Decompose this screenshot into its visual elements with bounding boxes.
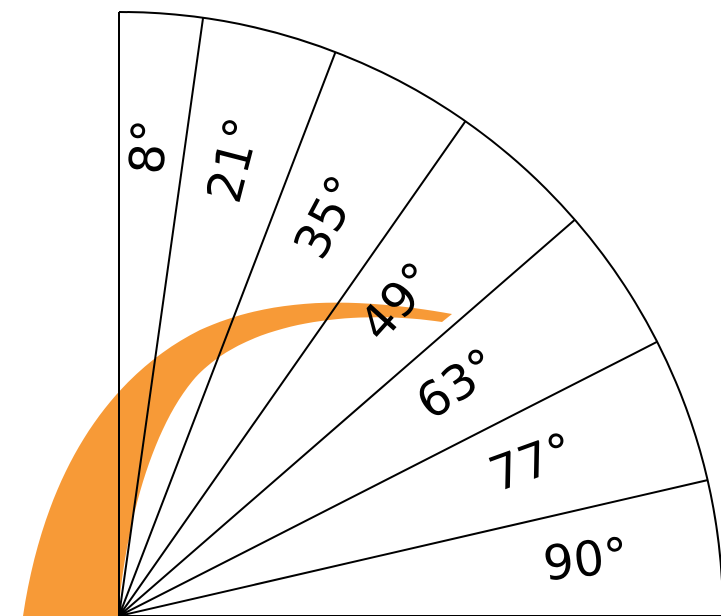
angle-ray-49 xyxy=(118,218,576,616)
angle-label-8: 8° xyxy=(119,118,179,176)
angle-label-21: 21° xyxy=(196,112,272,208)
angle-ray-77 xyxy=(118,479,708,616)
orange-arc-band xyxy=(23,302,452,616)
angle-ray-21 xyxy=(118,51,337,616)
angle-label-77: 77° xyxy=(482,422,581,504)
angle-ray-35 xyxy=(118,120,467,616)
angle-label-35: 35° xyxy=(283,167,372,268)
angle-label-63: 63° xyxy=(406,337,508,431)
angle-ray-63 xyxy=(118,340,658,616)
outer-arc xyxy=(118,11,721,583)
angle-ray-8 xyxy=(118,17,205,616)
angle-label-90: 90° xyxy=(540,527,631,592)
